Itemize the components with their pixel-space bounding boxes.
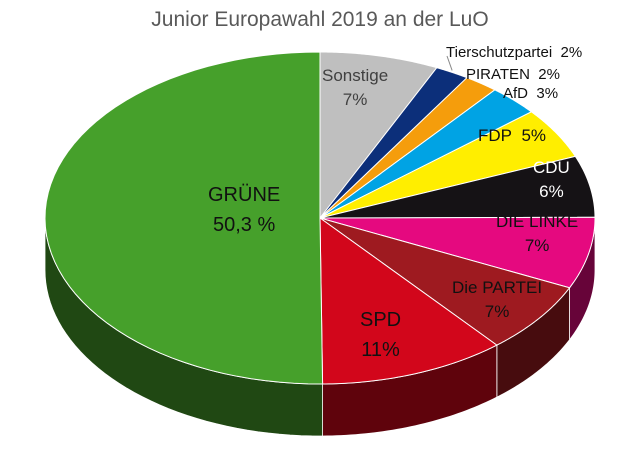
leader-line-tierschutzpartei [446, 55, 453, 71]
label-afd: AfD 3% [503, 85, 559, 102]
label-die-linke: DIE LINKE 7% [496, 212, 579, 255]
slice-afd [319, 89, 533, 219]
slice-sonstige [319, 51, 438, 220]
label-die-partei: Die PARTEI 7% [452, 278, 543, 321]
slice-fdp [319, 111, 577, 219]
label-sonstige: Sonstige 7% [322, 66, 389, 109]
slice-gr-ne [44, 51, 324, 385]
slice-piraten [319, 77, 496, 219]
label-piraten: PIRATEN 2% [466, 66, 560, 83]
slice-die-partei [319, 217, 571, 346]
slice-tierschutzpartei [319, 67, 468, 219]
label-gruene: GRÜNE 50,3 % [208, 184, 281, 236]
slice-spd [319, 217, 498, 385]
chart-title: Junior Europawahl 2019 an der LuO [151, 8, 489, 31]
label-spd: SPD 11% [360, 309, 402, 361]
label-cdu: CDU 6% [533, 158, 570, 201]
label-fdp: FDP 5% [478, 126, 547, 145]
slice-die-linke [319, 216, 596, 289]
label-tierschutzpartei: Tierschutzpartei 2% [446, 44, 583, 61]
slice-cdu [319, 155, 596, 219]
